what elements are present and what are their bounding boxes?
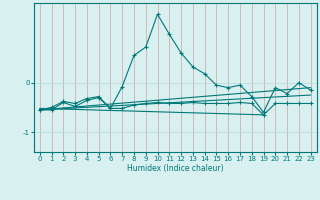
X-axis label: Humidex (Indice chaleur): Humidex (Indice chaleur) <box>127 164 223 173</box>
